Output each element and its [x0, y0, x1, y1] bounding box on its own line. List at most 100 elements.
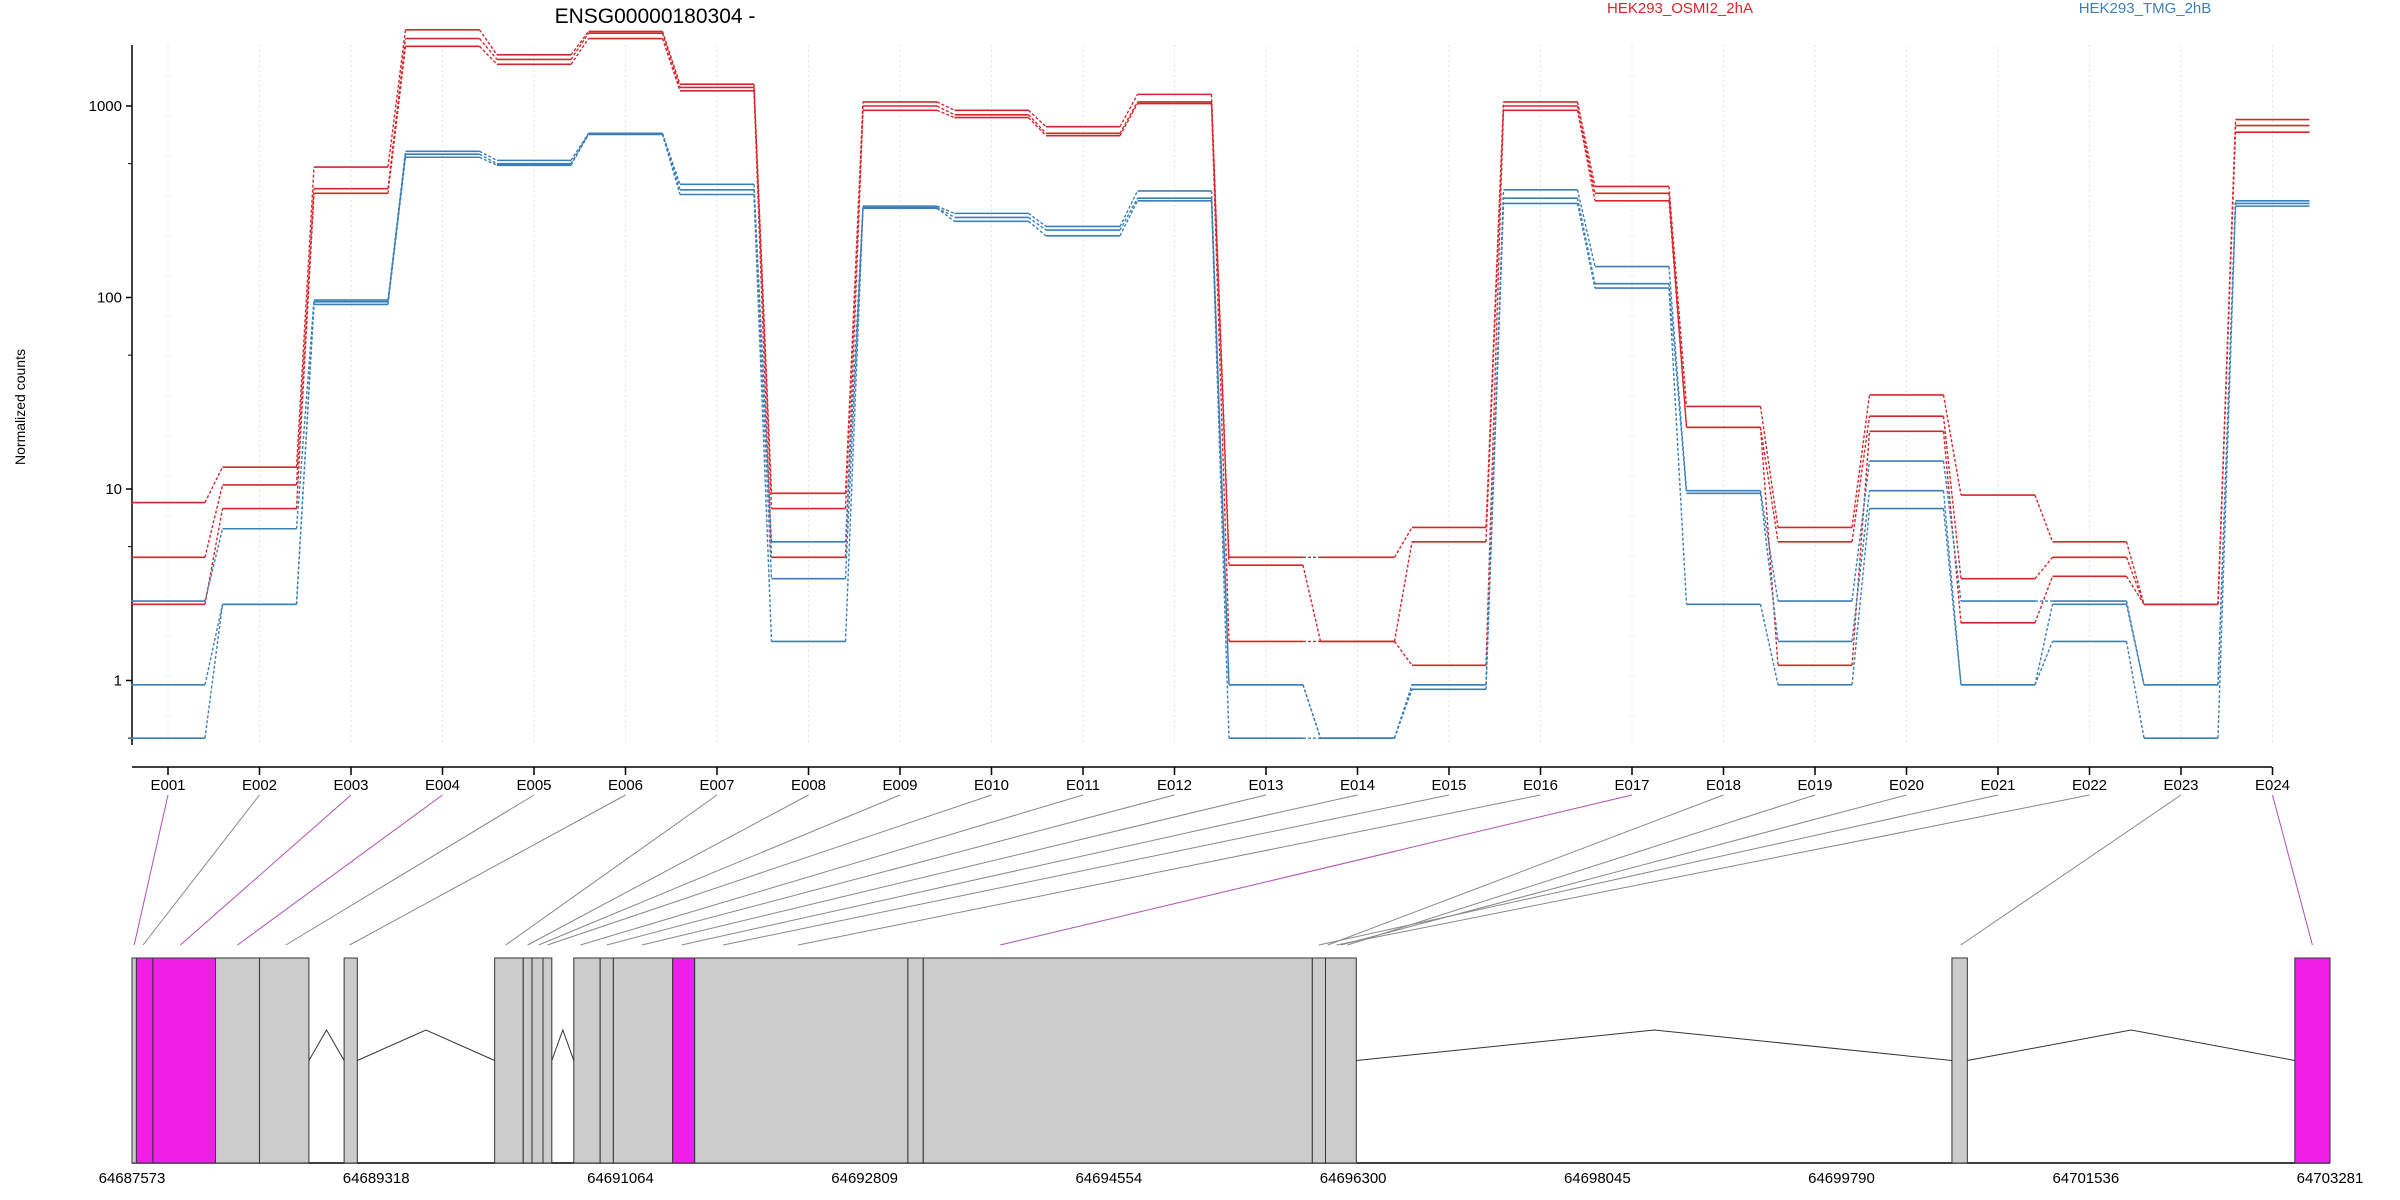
count-connector [1485, 203, 1505, 690]
count-connector [1942, 394, 1962, 496]
exon-connector [142, 794, 260, 946]
chart-title: ENSG00000180304 - [555, 5, 756, 28]
count-connector [204, 484, 224, 558]
exon-block [672, 957, 696, 1164]
count-connector [844, 207, 864, 579]
exon-connector [349, 794, 626, 946]
exon-block [1325, 957, 1357, 1164]
count-connector [1851, 394, 1871, 528]
count-connector [1485, 110, 1505, 666]
count-connector [1393, 689, 1413, 739]
count-connector [1119, 103, 1139, 136]
count-connector [1942, 460, 1962, 602]
count-connector [936, 109, 955, 119]
count-connector [1028, 212, 1047, 228]
count-connector [1028, 216, 1047, 231]
exon-block [542, 957, 553, 1164]
count-connector [1668, 186, 1688, 407]
x-tick-label: E021 [1980, 777, 2015, 794]
intron-line [1967, 1029, 2295, 1061]
count-connector [753, 194, 773, 642]
exon-connector [547, 794, 992, 946]
count-connector [295, 167, 315, 468]
exon-connector [285, 794, 535, 946]
count-connector [1851, 416, 1871, 542]
count-connector [1576, 101, 1596, 187]
count-connector [844, 110, 864, 558]
count-connector [2034, 576, 2054, 624]
count-connector [295, 193, 315, 509]
y-axis-label: Normalized counts [12, 349, 28, 465]
count-connector [1759, 604, 1779, 685]
count-connector [661, 133, 681, 191]
count-connector [479, 153, 498, 165]
count-connector [661, 134, 681, 195]
x-tick-label: E022 [2072, 777, 2107, 794]
count-connector [1851, 490, 1871, 642]
exon-connector [797, 794, 1541, 946]
exon-connector [133, 794, 169, 946]
count-connector [1668, 288, 1688, 605]
count-connector [1576, 189, 1596, 267]
count-connector [1576, 198, 1596, 284]
x-tick-label: E019 [1797, 777, 1832, 794]
x-tick-label: E020 [1889, 777, 1924, 794]
x-tick-label: E002 [242, 777, 277, 794]
count-connector [1393, 541, 1413, 642]
genomic-tick-label: 64696300 [1320, 1170, 1387, 1187]
y-tick-label: 100 [97, 290, 122, 307]
exon-block [573, 957, 601, 1164]
count-connector [1393, 640, 1413, 666]
x-tick-label: E009 [882, 777, 917, 794]
count-connector [1028, 109, 1047, 128]
count-connector [1119, 101, 1139, 134]
count-connector [478, 38, 498, 60]
count-connector [479, 150, 498, 162]
count-connector [295, 299, 315, 529]
count-connector [1851, 460, 1871, 602]
series-HEK293_TMG_2hB [131, 133, 2310, 739]
count-connector [1027, 117, 1047, 137]
count-connector [2034, 494, 2054, 543]
count-connector [1302, 565, 1322, 642]
genomic-tick-label: 64689318 [343, 1170, 410, 1187]
count-connector [1485, 105, 1505, 542]
exon-connector [1000, 794, 1633, 946]
count-connector [936, 206, 955, 219]
intron-line [1356, 1029, 1952, 1061]
count-connector [204, 508, 224, 605]
count-connector [1942, 508, 1962, 685]
count-connector [661, 38, 681, 92]
y-tick-label: 1000 [89, 98, 122, 115]
y-tick-label: 1 [114, 673, 122, 690]
exon-block [1951, 957, 1968, 1164]
x-tick-label: E024 [2255, 777, 2290, 794]
genomic-tick-label: 64691064 [587, 1170, 654, 1187]
exon-connector [1960, 794, 2182, 946]
count-connector [387, 38, 407, 189]
count-connector [2125, 604, 2145, 685]
exon-block [922, 957, 1313, 1164]
count-connector [844, 208, 864, 642]
y-tick-label: 10 [105, 481, 122, 498]
exon-connector [641, 794, 1267, 946]
count-connector [1942, 490, 1962, 685]
exon-block [131, 957, 137, 1164]
count-connector [204, 528, 224, 602]
count-connector [1393, 684, 1413, 739]
genomic-tick-label: 64698045 [1564, 1170, 1631, 1187]
count-connector [1119, 200, 1139, 237]
series-HEK293_OSMI2_2hA [131, 32, 2310, 643]
series-HEK293_TMG_2hB [131, 133, 2310, 739]
genomic-tick-label: 64694554 [1075, 1170, 1142, 1187]
genomic-tick-label: 64701536 [2052, 1170, 2119, 1187]
count-connector [2217, 132, 2237, 605]
count-connector [1028, 220, 1047, 237]
exon-connector [1318, 794, 1999, 946]
count-connector [1759, 406, 1779, 528]
exon-connector [723, 794, 1450, 946]
count-lines [131, 28, 2310, 739]
count-connector [1668, 200, 1688, 428]
exon-block [522, 957, 533, 1164]
gene-model [131, 957, 2331, 1164]
